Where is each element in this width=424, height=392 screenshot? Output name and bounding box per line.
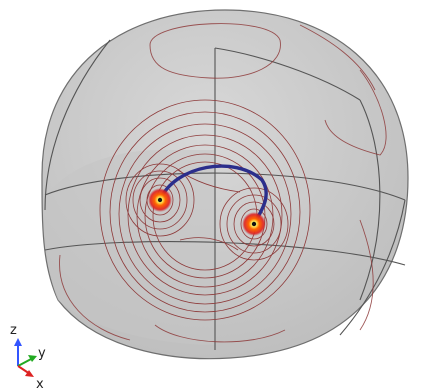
axis-label-z: z [10, 323, 17, 338]
field-contours [99, 99, 311, 321]
connection-arc [158, 164, 268, 226]
hotspot-right-core [251, 221, 257, 227]
cut-plane-left [45, 150, 215, 345]
sphere-edges [44, 39, 406, 350]
hotspot-left-core [157, 197, 163, 203]
surface-contours [59, 23, 387, 343]
axis-label-y: y [38, 346, 46, 361]
xyz-axis-triad-icon: z y x [10, 323, 46, 392]
axis-label-x: x [36, 377, 44, 392]
